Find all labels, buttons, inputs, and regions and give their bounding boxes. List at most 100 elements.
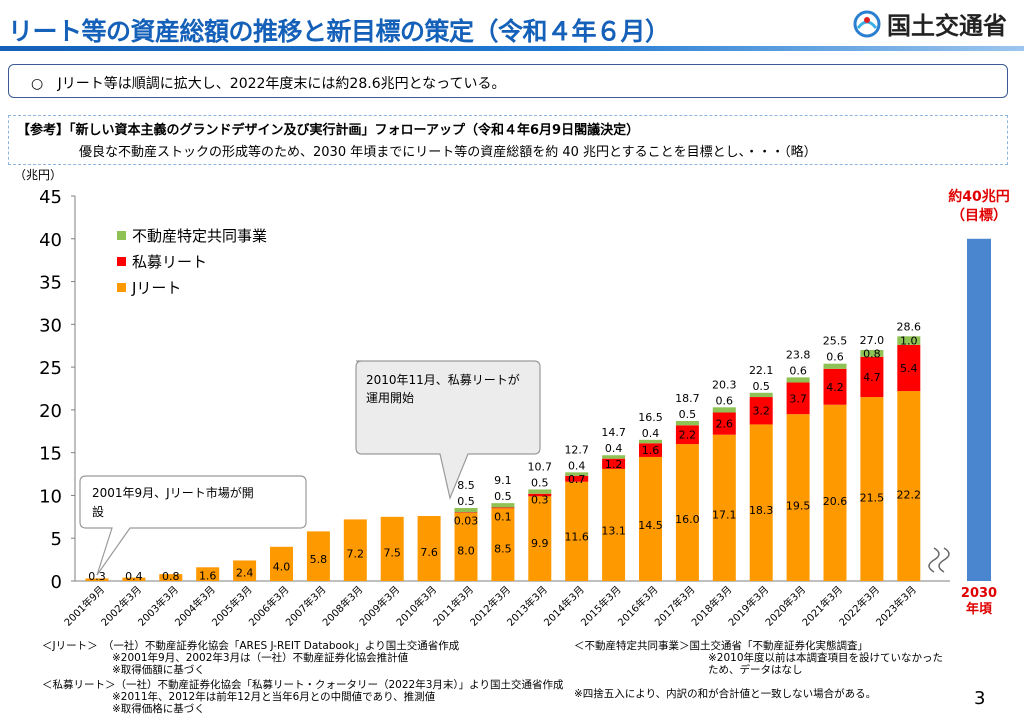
bar-segment-jreit [306,531,330,581]
bar-segment-jreit [860,397,884,581]
note-private-estimate: ※2011年、2012年は前年12月と当年6月との中間値であり、推測値 [112,691,436,703]
bar-segment-fudousan [639,439,662,444]
data-label-jreit: 7.6 [420,546,438,559]
data-label-total: 16.5 [638,411,663,424]
data-label-private-reit: 5.4 [900,362,918,375]
bar-segment-jreit [417,515,441,581]
y-tick-label: 45 [39,187,62,208]
note-fudousan-source: ＜不動産特定共同事業＞国土交通省「不動産証券化実態調査」 [574,640,868,652]
data-label-total: 27.0 [860,334,885,347]
bar-segment-fudousan [675,421,699,426]
data-label-jreit: 7.2 [347,548,365,561]
bar-segment-private-reit [565,475,589,482]
bar-segment-jreit [196,567,220,581]
reference-heading: 【参考】「新しい資本主義のグランドデザイン及び実行計画」フォローアップ（令和４年… [17,123,640,138]
bar-segment-jreit [380,516,404,581]
y-axis-unit: （兆円） [14,168,62,182]
legend-swatch [117,257,126,266]
x-tick-label: 2023年3月 [873,583,919,629]
data-label-total: 28.6 [897,320,922,333]
bar-segment-fudousan [712,407,736,413]
y-tick-label: 5 [51,529,62,550]
summary-bullet: ○ [31,76,44,92]
bar-segment-jreit [897,391,921,581]
axis-break-mark [938,547,950,573]
bar-segment-fudousan [749,392,773,398]
bar-segment-private-reit [675,425,699,445]
data-label-jreit: 19.5 [786,499,811,512]
bar-segment-jreit [270,546,293,581]
logo-text: 国土交通省 [887,12,1007,40]
bar-segment-jreit [565,481,589,581]
bar-segment-private-reit [712,412,736,435]
data-label-jreit: 16.0 [675,513,700,526]
bar-segment-private-reit [860,356,884,398]
data-label-jreit: 0.4 [125,570,143,583]
target-label: 約40兆円 [948,188,1009,205]
data-label-private-reit: 3.2 [752,405,770,418]
bar-segment-jreit [712,434,736,581]
data-label-jreit: 8.5 [494,543,512,556]
bar-segment-jreit [343,519,367,581]
data-label-jreit: 18.3 [749,504,774,517]
legend-label: Jリート [131,279,181,297]
data-label-jreit: 13.1 [601,524,626,537]
title-underline [0,46,1024,51]
data-label-private-reit: 4.2 [826,381,844,394]
data-label-jreit: 20.6 [823,495,848,508]
data-label-fudousan: 0.4 [568,459,586,472]
data-label-fudousan: 0.6 [789,364,807,377]
data-label-total: 25.5 [823,335,848,348]
note-rounding: ※四捨五入により、内訳の和が合計値と一致しない場合がある。 [574,688,877,700]
data-label-jreit: 8.0 [457,545,475,558]
data-label-private-reit: 1.2 [605,458,623,471]
callout-jreit-launch-text: 2001年9月、Jリート市場が開 [92,485,254,500]
data-label-jreit: 21.5 [860,491,885,504]
data-label-jreit: 14.5 [638,519,663,532]
bar-segment-jreit [749,424,773,581]
data-label-jreit: 5.8 [310,553,328,566]
bar-segment-jreit [602,468,626,581]
bar-segment-jreit [823,404,847,581]
data-label-fudousan: 0.4 [605,442,623,455]
y-tick-label: 15 [39,444,62,465]
data-label-total: 14.7 [601,426,626,439]
bar-segment-private-reit [454,512,478,513]
data-label-fudousan: 0.8 [863,347,881,360]
y-tick-label: 35 [39,273,62,294]
bar-segment-jreit [528,496,552,581]
data-label-jreit: 22.2 [897,489,922,502]
summary-text: Jリート等は順調に拡大し、2022年度末には約28.6兆円となっている。 [57,76,506,92]
data-label-jreit: 2.4 [236,567,254,580]
y-tick-label: 25 [39,358,62,379]
bar-segment-fudousan [860,350,884,357]
bar-segment-jreit [454,512,478,581]
legend-label: 不動産特定共同事業 [132,227,267,245]
callout-private-reit-start-text-cont: 運用開始 [366,391,414,405]
bar-segment-jreit [639,456,662,581]
data-label-total: 8.5 [457,479,475,492]
bar-segment-private-reit [491,507,515,509]
data-label-private-reit: 0.03 [454,515,479,528]
data-label-jreit: 4.0 [273,560,291,573]
bar-segment-fudousan [786,377,810,383]
bar-segment-fudousan [565,472,589,476]
data-label-private-reit: 0.7 [568,473,586,486]
reference-body: 優良な不動産ストックの形成等のため、2030 年頃までにリート等の資産総額を約 … [79,145,817,160]
target-x-label-suffix: 年頃 [966,601,993,617]
data-label-fudousan: 0.6 [716,394,734,407]
bar-segment-private-reit [749,397,773,425]
bar-segment-private-reit [528,493,552,497]
note-jreit-basis: ※取得価額に基づく [112,664,205,676]
note-private-source: ＜私募リート＞（一社）不動産証券化協会「私募リート・クォータリー（2022年3月… [42,679,564,691]
data-label-private-reit: 0.3 [531,494,549,507]
bar-segment-private-reit [786,382,810,415]
bar-segment-jreit [491,508,515,581]
bar-segment-fudousan [602,455,626,459]
bar-segment-fudousan [491,503,515,508]
legend-swatch [117,283,126,292]
bar-segment-private-reit [602,458,626,469]
data-label-jreit: 7.5 [383,546,401,559]
data-label-jreit: 0.8 [162,570,180,583]
